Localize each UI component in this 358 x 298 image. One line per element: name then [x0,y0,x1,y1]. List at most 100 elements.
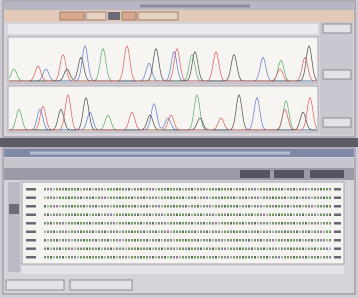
base-glyph-placeholder [65,239,67,242]
tool-button[interactable] [86,12,106,20]
base-glyph-placeholder [287,222,289,225]
base-glyph-placeholder [257,205,259,208]
base-glyph-placeholder [47,205,49,208]
base-glyph-placeholder [95,222,97,225]
header-button[interactable] [310,170,344,178]
base-glyph-placeholder [83,231,85,234]
base-glyph-placeholder [143,222,145,225]
base-glyph-placeholder [284,214,286,217]
header-button[interactable] [240,170,270,178]
base-glyph-placeholder [104,188,106,191]
base-glyph-placeholder [215,205,217,208]
base-glyph-placeholder [320,222,322,225]
base-glyph-placeholder [284,239,286,242]
base-glyph-placeholder [107,256,109,259]
base-glyph-placeholder [98,248,100,251]
tool-button[interactable] [138,12,178,20]
base-glyph-placeholder [326,214,328,217]
base-glyph-placeholder [95,205,97,208]
base-glyph-placeholder [254,205,256,208]
base-glyph-placeholder [200,256,202,259]
base-glyph-placeholder [134,239,136,242]
base-glyph-placeholder [47,214,49,217]
base-glyph-placeholder [143,188,145,191]
toolbar-buttons [60,12,178,20]
base-glyph-placeholder [134,205,136,208]
base-glyph-placeholder [131,248,133,251]
base-glyph-placeholder [191,222,193,225]
base-glyph-placeholder [278,256,280,259]
base-glyph-placeholder [254,239,256,242]
base-glyph-placeholder [293,214,295,217]
base-glyph-placeholder [95,239,97,242]
base-glyph-placeholder [323,222,325,225]
base-glyph-placeholder [242,256,244,259]
bottom-button[interactable] [6,280,64,290]
base-glyph-placeholder [266,197,268,200]
base-glyph-placeholder [272,188,274,191]
base-glyph-placeholder [296,231,298,234]
base-glyph-placeholder [248,205,250,208]
base-glyph-placeholder [320,239,322,242]
base-glyph-placeholder [221,239,223,242]
base-glyph-placeholder [284,188,286,191]
base-glyph-placeholder [50,214,52,217]
base-glyph-placeholder [272,197,274,200]
base-glyph-placeholder [272,205,274,208]
base-glyph-placeholder [140,231,142,234]
base-glyph-placeholder [59,188,61,191]
base-glyph-placeholder [194,214,196,217]
scrollbar[interactable] [8,182,20,272]
base-glyph-placeholder [77,214,79,217]
base-glyph-placeholder [53,256,55,259]
base-glyph-placeholder [305,239,307,242]
base-glyph-placeholder [179,197,181,200]
base-glyph-placeholder [317,205,319,208]
base-glyph-placeholder [152,214,154,217]
base-glyph-placeholder [284,248,286,251]
base-glyph-placeholder [140,205,142,208]
base-glyph-placeholder [194,231,196,234]
base-glyph-placeholder [191,205,193,208]
bottom-button[interactable] [70,280,132,290]
base-glyph-placeholder [302,231,304,234]
base-glyph-placeholder [314,239,316,242]
base-glyph-placeholder [95,256,97,259]
side-button[interactable] [323,24,351,33]
base-glyph-placeholder [86,197,88,200]
base-glyph-placeholder [113,205,115,208]
base-glyph-placeholder [323,231,325,234]
base-glyph-placeholder [104,231,106,234]
tool-button[interactable] [122,12,136,20]
base-glyph-placeholder [80,222,82,225]
scroll-thumb[interactable] [9,204,19,214]
base-glyph-placeholder [176,231,178,234]
base-glyph-placeholder [302,256,304,259]
side-button[interactable] [323,70,351,79]
base-glyph-placeholder [269,248,271,251]
tool-button[interactable] [108,12,120,20]
base-glyph-placeholder [266,239,268,242]
header-button[interactable] [274,170,304,178]
base-glyph-placeholder [68,188,70,191]
base-glyph-placeholder [287,197,289,200]
base-glyph-placeholder [269,231,271,234]
base-glyph-placeholder [92,231,94,234]
base-glyph-placeholder [260,239,262,242]
base-glyph-placeholder [224,188,226,191]
base-glyph-placeholder [158,214,160,217]
base-glyph-placeholder [176,248,178,251]
base-glyph-placeholder [239,205,241,208]
base-glyph-placeholder [119,239,121,242]
base-glyph-placeholder [242,231,244,234]
base-glyph-placeholder [116,205,118,208]
base-glyph-placeholder [107,248,109,251]
base-glyph-placeholder [206,205,208,208]
side-button[interactable] [323,118,351,127]
base-glyph-placeholder [287,248,289,251]
base-glyph-placeholder [254,222,256,225]
base-glyph-placeholder [305,231,307,234]
base-glyph-placeholder [137,239,139,242]
base-glyph-placeholder [299,256,301,259]
tool-button[interactable] [60,12,84,20]
